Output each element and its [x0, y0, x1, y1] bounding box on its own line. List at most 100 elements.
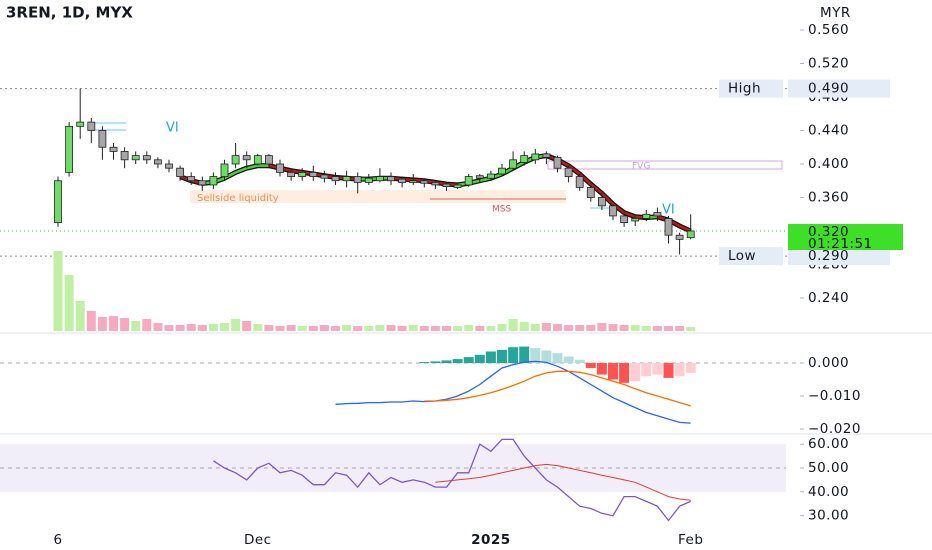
volume-bar [630, 325, 640, 331]
y-tick-label: 40.00 [808, 484, 849, 500]
volume-bar [652, 326, 662, 331]
volume-bar [286, 325, 296, 331]
ma-segment [235, 167, 248, 174]
candle-body [109, 146, 118, 152]
x-tick-label: Dec [244, 532, 272, 548]
macd-histogram-bar [619, 363, 630, 383]
candle-body [54, 180, 62, 224]
volume-bar [508, 319, 518, 331]
candle-body [120, 151, 129, 161]
volume-bar [497, 324, 507, 331]
volume-bar [442, 326, 451, 331]
last-price: 0.320 [808, 224, 849, 240]
signal-line [424, 370, 691, 407]
candle-body [631, 218, 640, 222]
volume-bar [430, 326, 440, 331]
candle-body [598, 197, 606, 207]
x-tick-label: Feb [678, 532, 703, 548]
volume-bar [453, 326, 463, 331]
candle-body [686, 230, 695, 239]
volume-bar [131, 321, 141, 331]
candle-body [531, 153, 540, 161]
volume-bar [164, 325, 174, 331]
candle-body [287, 171, 296, 177]
volume-bar [386, 325, 396, 331]
volume-bar [109, 316, 118, 331]
macd-histogram-bar [563, 356, 574, 364]
countdown: 01:21:51 [808, 236, 873, 252]
candle-body [198, 180, 207, 186]
candle-body [309, 171, 318, 177]
macd-histogram-bar [641, 363, 652, 377]
macd-histogram-bar [585, 363, 596, 368]
level-label: High [728, 81, 761, 97]
last-price-tag [788, 223, 903, 250]
volume-bar [175, 325, 185, 331]
candle-body [131, 155, 140, 161]
volume-bar [519, 322, 529, 331]
candle-body [187, 176, 196, 182]
macd-histogram-bar [663, 363, 674, 378]
volume-bar [664, 326, 673, 331]
macd-histogram-bar [497, 349, 507, 364]
macd-histogram-bar [652, 363, 663, 375]
volume-bar [231, 319, 241, 331]
candle-body [553, 156, 562, 169]
rsi-line [213, 438, 691, 522]
ma-segment [590, 183, 603, 195]
annotation: VI [662, 203, 675, 218]
volume-bar [619, 325, 629, 331]
volume-bar [208, 324, 218, 331]
macd-histogram-bar [608, 363, 618, 380]
candle-body [98, 130, 107, 148]
volume-bar [186, 324, 196, 331]
level-label: Low [728, 248, 756, 264]
candle-body [675, 234, 684, 240]
macd-histogram-bar [574, 359, 585, 364]
volume-bar [608, 324, 618, 331]
candle-body [209, 176, 218, 186]
volume-bar [153, 323, 163, 331]
annotation: FVG [632, 162, 650, 172]
ma-segment [479, 177, 492, 182]
volume-bar [75, 301, 85, 331]
annotation: MSS [492, 205, 511, 215]
volume-bar [597, 323, 607, 331]
candle-body [475, 175, 484, 179]
volume-bar [675, 326, 685, 331]
candle-body [331, 176, 340, 182]
y-tick-label: 0.000 [808, 355, 849, 371]
ma-segment [223, 171, 237, 180]
level-value: 0.490 [808, 81, 849, 97]
level-tag [719, 79, 783, 98]
volume-bar [331, 326, 340, 331]
y-tick-label: 30.00 [808, 508, 849, 524]
candle-body [431, 182, 440, 186]
candle-body [276, 163, 284, 173]
candle-body [642, 213, 651, 219]
macd-histogram-bar [508, 347, 519, 364]
candle-body [65, 125, 73, 173]
candle-body [586, 187, 595, 198]
candle-body [542, 153, 551, 158]
candle-body [264, 155, 273, 165]
candle-body [609, 205, 617, 217]
volume-bar [541, 323, 551, 331]
volume-bar [253, 324, 263, 331]
macd-line [335, 360, 691, 424]
macd-histogram-bar [541, 350, 552, 364]
macd-histogram-bar [630, 363, 641, 382]
volume-bar [397, 326, 407, 331]
candle-body [87, 121, 96, 131]
x-tick-label: 2025 [471, 532, 511, 548]
candle-body [231, 155, 240, 165]
volume-bar [264, 325, 274, 331]
candle-body [564, 167, 573, 177]
volume-bar [342, 325, 352, 331]
candle-body [375, 176, 384, 182]
volume-bar [242, 321, 252, 331]
currency-label: MYR [820, 5, 851, 21]
sellside-zone [190, 190, 566, 203]
